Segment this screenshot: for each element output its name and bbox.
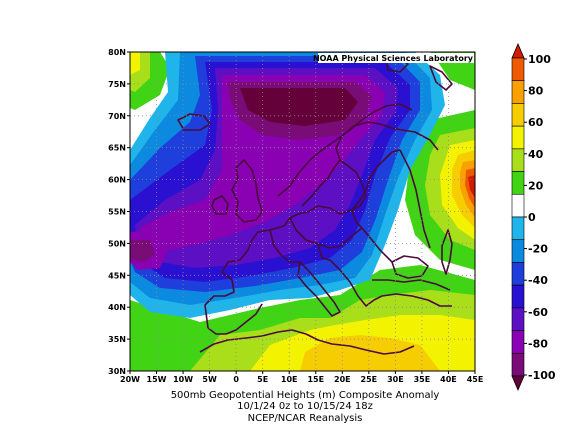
latitude-labels: 80N 75N 70N 65N 60N 55N 50N 45N 40N 35N 30N: [108, 48, 130, 376]
colorbar-segment: [511, 125, 525, 150]
caption-line-3: NCEP/NCAR Reanalysis: [247, 413, 363, 424]
latitude-label: 70N: [108, 112, 126, 121]
longitude-label: 5W: [202, 375, 217, 384]
longitude-label: 0: [233, 375, 239, 384]
colorbar-segment: [511, 80, 525, 104]
colorbar-segment: [511, 262, 525, 286]
colorbar-segment: [511, 330, 525, 354]
colorbar-overflow-low: [511, 375, 525, 392]
longitude-label: 10E: [281, 375, 298, 384]
colorbar-segment: [511, 148, 525, 172]
latitude-label: 75N: [108, 80, 126, 89]
colorbar-segment: [511, 216, 525, 241]
longitude-label: 25E: [361, 375, 378, 384]
longitude-label: 35E: [414, 375, 431, 384]
colorbar-overflow-high: [511, 42, 525, 59]
latitude-label: 65N: [108, 144, 126, 153]
colorbar-segment: [511, 103, 525, 127]
credit-box: [318, 53, 474, 63]
longitude-label: 20W: [120, 375, 140, 384]
colorbar-segment: [511, 307, 525, 331]
colorbar-segment: [511, 239, 525, 263]
colorbar-label: -80: [528, 337, 548, 350]
colorbar-label: 20: [528, 179, 544, 192]
colorbar-label: 0: [528, 211, 536, 224]
colorbar-segment: [511, 193, 525, 218]
colorbar-segment: [511, 284, 525, 309]
colorbar-label: 100: [528, 53, 551, 66]
latitude-label: 55N: [108, 208, 126, 217]
graticule: [130, 52, 475, 371]
longitude-label: 20E: [334, 375, 351, 384]
colorbar-label: -20: [528, 243, 548, 256]
colorbar-label: -100: [528, 369, 556, 382]
caption-line-2: 10/1/24 0z to 10/15/24 18z: [237, 401, 373, 412]
colorbar-segment: [511, 57, 525, 82]
latitude-label: 50N: [108, 239, 126, 248]
longitude-labels: 20W 15W 10W 5W 0 5E 10E 15E 20E 25E 30E 35E 40E 45E: [120, 371, 483, 384]
caption-line-1: 500mb Geopotential Heights (m) Composite…: [170, 390, 440, 401]
latitude-label: 60N: [108, 176, 126, 185]
latitude-label: 35N: [108, 335, 126, 344]
latitude-label: 40N: [108, 303, 126, 312]
colorbar-label: -60: [528, 306, 548, 319]
longitude-label: 15W: [147, 375, 167, 384]
credit-label: NOAA Physical Sciences Laboratory: [313, 54, 474, 63]
longitude-label: 15E: [307, 375, 324, 384]
colorbar-segment: [511, 352, 525, 377]
latitude-label: 45N: [108, 271, 126, 280]
longitude-label: 30E: [387, 375, 404, 384]
colorbar: 100 80 60 40 20 0 -20 -40 -60 -80 -100: [511, 42, 556, 392]
colorbar-segment: [511, 171, 525, 195]
longitude-label: 40E: [440, 375, 457, 384]
colorbar-label: -40: [528, 274, 548, 287]
colorbar-label: 80: [528, 85, 544, 98]
colorbar-label: 60: [528, 116, 544, 129]
longitude-label: 10W: [173, 375, 193, 384]
latitude-label: 80N: [108, 48, 126, 57]
latitude-label: 30N: [108, 367, 126, 376]
longitude-label: 45E: [467, 375, 484, 384]
longitude-label: 5E: [257, 375, 268, 384]
colorbar-label: 40: [528, 148, 544, 161]
